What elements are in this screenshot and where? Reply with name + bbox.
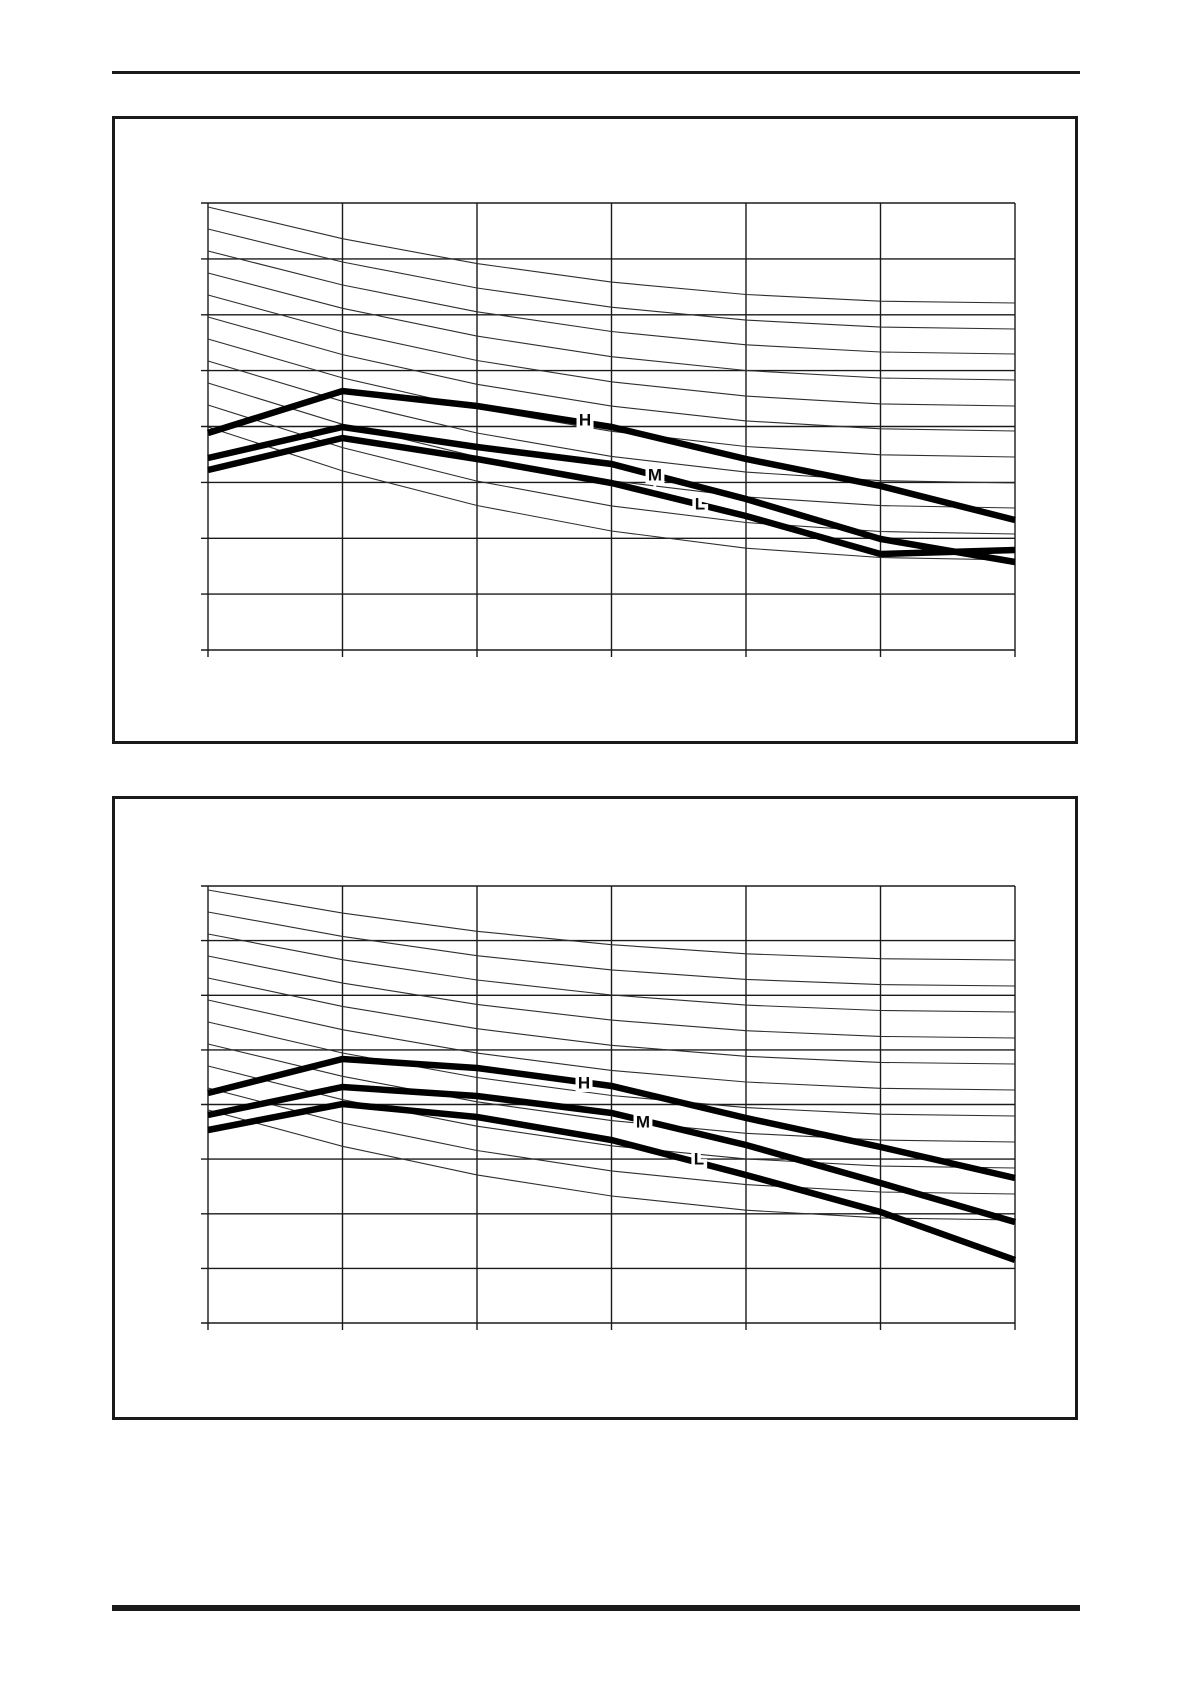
speed-curves: H M L: [207, 387, 1016, 566]
nr-curve: [207, 933, 1016, 1013]
figure-border: [112, 796, 1078, 1420]
series-label-M: M: [648, 466, 662, 485]
top-horizontal-rule: [112, 71, 1080, 74]
nr-curve: [207, 911, 1016, 987]
nr-curve: [207, 1065, 1016, 1169]
series-curve-M: [207, 1083, 1016, 1226]
nr-curve: [207, 228, 1016, 330]
nr-reference-curves: [207, 206, 1016, 561]
nr-curve: [207, 999, 1016, 1091]
nr-curve: [207, 294, 1016, 407]
nr-curve: [207, 955, 1016, 1039]
nr-curve: [207, 977, 1016, 1065]
grid: [201, 885, 1016, 1330]
series-curve-M: [207, 423, 1016, 566]
speed-curves: H M L: [207, 1055, 1017, 1264]
nr-curve: [207, 1087, 1016, 1195]
nr-reference-curves: [207, 889, 1016, 1221]
nr-curve: [207, 1043, 1016, 1143]
figure-border: [112, 116, 1078, 744]
bottom-horizontal-rule: [112, 1605, 1080, 1611]
nr-curve: [207, 360, 1016, 484]
fan-noise-chart-1: H M L: [112, 116, 1078, 744]
nr-curve: [207, 250, 1016, 355]
nr-curve: [207, 316, 1016, 432]
nr-curve: [207, 272, 1016, 381]
series-curve-L: [207, 434, 1016, 558]
series-curve-H: [207, 387, 1016, 524]
nr-curve: [207, 889, 1016, 961]
nr-curve: [207, 1109, 1016, 1221]
series-curve-H: [207, 1055, 1016, 1182]
series-label-H: H: [578, 1074, 590, 1093]
nr-curve: [207, 1021, 1016, 1117]
nr-curve: [207, 404, 1016, 535]
series-label-L: L: [694, 1150, 704, 1169]
nr-curve: [207, 426, 1016, 561]
fan-noise-chart-2: H M L: [112, 796, 1078, 1420]
series-label-L: L: [695, 495, 705, 514]
series-label-H: H: [579, 411, 591, 430]
nr-curve: [207, 206, 1016, 304]
series-label-M: M: [636, 1113, 650, 1132]
nr-curve: [207, 338, 1016, 458]
series-curve-L: [207, 1100, 1017, 1264]
